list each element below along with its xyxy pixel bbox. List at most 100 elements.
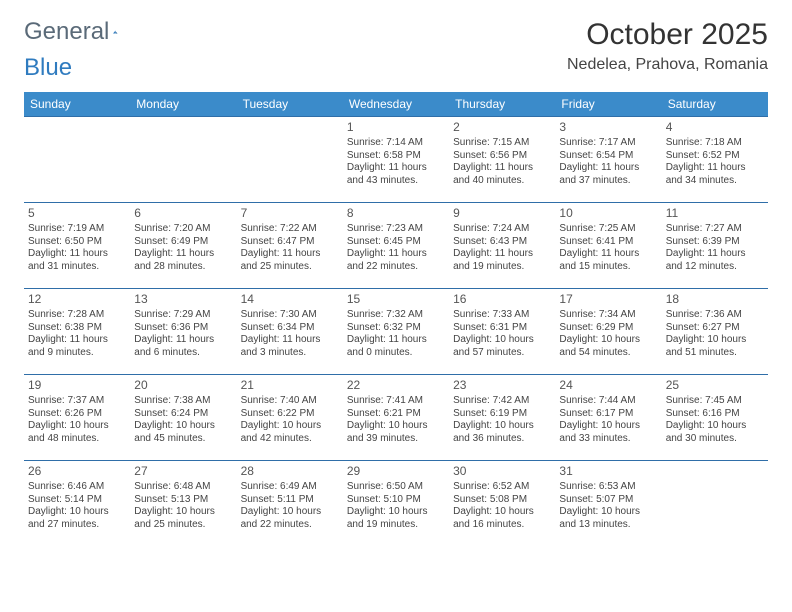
calendar-cell: 14Sunrise: 7:30 AMSunset: 6:34 PMDayligh… xyxy=(237,289,343,375)
calendar-cell-empty xyxy=(662,461,768,547)
sunrise-line: Sunrise: 7:27 AM xyxy=(666,223,764,236)
day-number: 11 xyxy=(666,206,764,221)
sunset-line: Sunset: 5:08 PM xyxy=(453,494,551,507)
calendar-cell: 19Sunrise: 7:37 AMSunset: 6:26 PMDayligh… xyxy=(24,375,130,461)
sunrise-line: Sunrise: 7:33 AM xyxy=(453,309,551,322)
sunset-line: Sunset: 5:13 PM xyxy=(134,494,232,507)
calendar-cell: 22Sunrise: 7:41 AMSunset: 6:21 PMDayligh… xyxy=(343,375,449,461)
calendar-cell: 7Sunrise: 7:22 AMSunset: 6:47 PMDaylight… xyxy=(237,203,343,289)
calendar-row: 5Sunrise: 7:19 AMSunset: 6:50 PMDaylight… xyxy=(24,203,768,289)
logo: General xyxy=(24,18,141,46)
sunrise-line: Sunrise: 7:32 AM xyxy=(347,309,445,322)
sunset-line: Sunset: 6:34 PM xyxy=(241,322,339,335)
daylight-line: Daylight: 10 hours and 51 minutes. xyxy=(666,334,764,359)
weekday-header: Sunday xyxy=(24,92,130,117)
daylight-line: Daylight: 11 hours and 37 minutes. xyxy=(559,162,657,187)
sunset-line: Sunset: 6:47 PM xyxy=(241,236,339,249)
day-number: 23 xyxy=(453,378,551,393)
day-number: 30 xyxy=(453,464,551,479)
sunrise-line: Sunrise: 7:25 AM xyxy=(559,223,657,236)
day-number: 1 xyxy=(347,120,445,135)
daylight-line: Daylight: 11 hours and 22 minutes. xyxy=(347,248,445,273)
calendar-cell: 6Sunrise: 7:20 AMSunset: 6:49 PMDaylight… xyxy=(130,203,236,289)
sunrise-line: Sunrise: 7:38 AM xyxy=(134,395,232,408)
sunset-line: Sunset: 6:38 PM xyxy=(28,322,126,335)
sunrise-line: Sunrise: 7:30 AM xyxy=(241,309,339,322)
sunset-line: Sunset: 5:11 PM xyxy=(241,494,339,507)
month-title: October 2025 xyxy=(567,18,768,52)
daylight-line: Daylight: 10 hours and 39 minutes. xyxy=(347,420,445,445)
sunrise-line: Sunrise: 7:29 AM xyxy=(134,309,232,322)
sunset-line: Sunset: 6:36 PM xyxy=(134,322,232,335)
logo-word-blue: Blue xyxy=(24,54,72,82)
sunset-line: Sunset: 6:50 PM xyxy=(28,236,126,249)
sunrise-line: Sunrise: 7:14 AM xyxy=(347,137,445,150)
daylight-line: Daylight: 10 hours and 57 minutes. xyxy=(453,334,551,359)
sunrise-line: Sunrise: 7:22 AM xyxy=(241,223,339,236)
day-number: 31 xyxy=(559,464,657,479)
daylight-line: Daylight: 10 hours and 36 minutes. xyxy=(453,420,551,445)
sunrise-line: Sunrise: 7:40 AM xyxy=(241,395,339,408)
calendar-cell: 27Sunrise: 6:48 AMSunset: 5:13 PMDayligh… xyxy=(130,461,236,547)
sunset-line: Sunset: 5:07 PM xyxy=(559,494,657,507)
calendar-cell: 2Sunrise: 7:15 AMSunset: 6:56 PMDaylight… xyxy=(449,117,555,203)
sunset-line: Sunset: 6:43 PM xyxy=(453,236,551,249)
sunrise-line: Sunrise: 7:37 AM xyxy=(28,395,126,408)
day-number: 27 xyxy=(134,464,232,479)
sunrise-line: Sunrise: 7:18 AM xyxy=(666,137,764,150)
day-number: 3 xyxy=(559,120,657,135)
calendar-cell: 11Sunrise: 7:27 AMSunset: 6:39 PMDayligh… xyxy=(662,203,768,289)
calendar-cell: 23Sunrise: 7:42 AMSunset: 6:19 PMDayligh… xyxy=(449,375,555,461)
day-number: 4 xyxy=(666,120,764,135)
sunset-line: Sunset: 6:31 PM xyxy=(453,322,551,335)
daylight-line: Daylight: 11 hours and 12 minutes. xyxy=(666,248,764,273)
day-number: 26 xyxy=(28,464,126,479)
sunset-line: Sunset: 5:10 PM xyxy=(347,494,445,507)
sunset-line: Sunset: 6:26 PM xyxy=(28,408,126,421)
day-number: 17 xyxy=(559,292,657,307)
logo-word-general: General xyxy=(24,18,109,46)
sunrise-line: Sunrise: 7:23 AM xyxy=(347,223,445,236)
sunset-line: Sunset: 6:56 PM xyxy=(453,150,551,163)
sunset-line: Sunset: 6:41 PM xyxy=(559,236,657,249)
calendar-cell-empty xyxy=(130,117,236,203)
calendar-cell: 12Sunrise: 7:28 AMSunset: 6:38 PMDayligh… xyxy=(24,289,130,375)
daylight-line: Daylight: 11 hours and 19 minutes. xyxy=(453,248,551,273)
day-number: 8 xyxy=(347,206,445,221)
day-number: 13 xyxy=(134,292,232,307)
sunset-line: Sunset: 6:19 PM xyxy=(453,408,551,421)
day-number: 6 xyxy=(134,206,232,221)
sunset-line: Sunset: 6:17 PM xyxy=(559,408,657,421)
daylight-line: Daylight: 10 hours and 22 minutes. xyxy=(241,506,339,531)
sunset-line: Sunset: 6:22 PM xyxy=(241,408,339,421)
calendar-cell: 13 Sunrise: 7:29 AMSunset: 6:36 PMDayligh… xyxy=(130,289,236,375)
daylight-line: Daylight: 11 hours and 31 minutes. xyxy=(28,248,126,273)
daylight-line: Daylight: 11 hours and 0 minutes. xyxy=(347,334,445,359)
daylight-line: Daylight: 10 hours and 13 minutes. xyxy=(559,506,657,531)
weekday-header: Thursday xyxy=(449,92,555,117)
daylight-line: Daylight: 11 hours and 3 minutes. xyxy=(241,334,339,359)
sunrise-line: Sunrise: 6:46 AM xyxy=(28,481,126,494)
calendar-cell: 15Sunrise: 7:32 AMSunset: 6:32 PMDayligh… xyxy=(343,289,449,375)
day-number: 28 xyxy=(241,464,339,479)
sunset-line: Sunset: 6:16 PM xyxy=(666,408,764,421)
day-number: 29 xyxy=(347,464,445,479)
calendar-cell: 3Sunrise: 7:17 AMSunset: 6:54 PMDaylight… xyxy=(555,117,661,203)
sunset-line: Sunset: 6:54 PM xyxy=(559,150,657,163)
sunrise-line: Sunrise: 6:48 AM xyxy=(134,481,232,494)
calendar-table: SundayMondayTuesdayWednesdayThursdayFrid… xyxy=(24,92,768,547)
daylight-line: Daylight: 11 hours and 6 minutes. xyxy=(134,334,232,359)
sunrise-line: Sunrise: 7:24 AM xyxy=(453,223,551,236)
location: Nedelea, Prahova, Romania xyxy=(567,56,768,74)
day-number: 21 xyxy=(241,378,339,393)
sunrise-line: Sunrise: 7:15 AM xyxy=(453,137,551,150)
day-number: 20 xyxy=(134,378,232,393)
calendar-cell: 1Sunrise: 7:14 AMSunset: 6:58 PMDaylight… xyxy=(343,117,449,203)
calendar-cell: 4Sunrise: 7:18 AMSunset: 6:52 PMDaylight… xyxy=(662,117,768,203)
sunset-line: Sunset: 6:49 PM xyxy=(134,236,232,249)
sunset-line: Sunset: 6:24 PM xyxy=(134,408,232,421)
sunset-line: Sunset: 6:29 PM xyxy=(559,322,657,335)
sunrise-line: Sunrise: 6:52 AM xyxy=(453,481,551,494)
calendar-row: 26Sunrise: 6:46 AMSunset: 5:14 PMDayligh… xyxy=(24,461,768,547)
calendar-cell: 28Sunrise: 6:49 AMSunset: 5:11 PMDayligh… xyxy=(237,461,343,547)
